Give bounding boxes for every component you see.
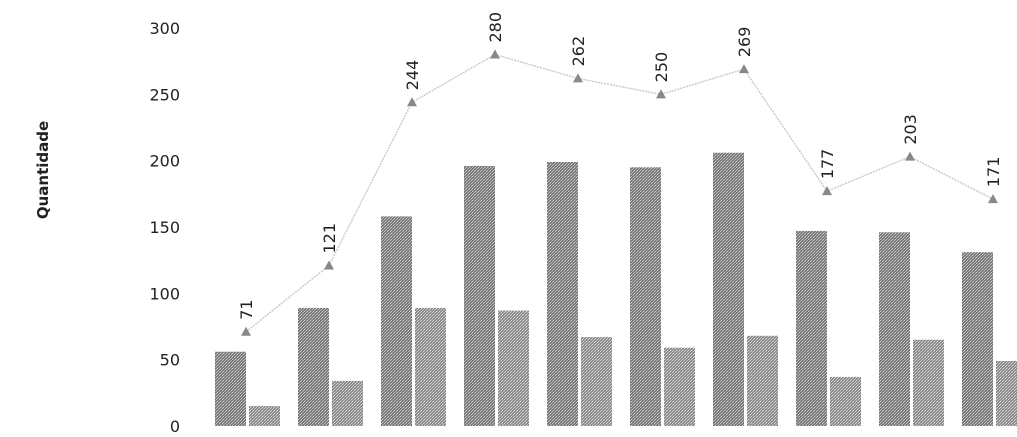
bar-series-2 bbox=[415, 307, 446, 426]
data-labels: 71 121 244 280 262 250 269 177 203 171 bbox=[237, 12, 1003, 320]
y-axis-ticks: 0 50 100 150 200 250 300 bbox=[149, 19, 180, 436]
bar-series-1 bbox=[796, 230, 827, 426]
data-label: 121 bbox=[320, 223, 339, 254]
series-line bbox=[241, 49, 998, 336]
bar-series-1 bbox=[381, 216, 412, 426]
line-marker bbox=[573, 73, 583, 83]
bar-series-1 bbox=[879, 232, 910, 426]
data-label: 244 bbox=[403, 60, 422, 91]
bar-series-2 bbox=[747, 335, 778, 426]
bar-series-2 bbox=[913, 339, 944, 426]
bar-series-1 bbox=[464, 165, 495, 426]
bar-series-1 bbox=[962, 252, 993, 426]
bar-series-2 bbox=[581, 337, 612, 426]
line-marker bbox=[407, 97, 417, 107]
line-marker bbox=[822, 186, 832, 196]
y-tick-label: 50 bbox=[160, 351, 180, 370]
data-label: 177 bbox=[818, 149, 837, 180]
bar-series-1 bbox=[215, 351, 246, 426]
data-label: 203 bbox=[901, 114, 920, 145]
bar-series-1 bbox=[298, 307, 329, 426]
line-marker bbox=[324, 260, 334, 270]
y-tick-label: 0 bbox=[170, 417, 180, 436]
line-marker bbox=[905, 151, 915, 161]
bar-series-2 bbox=[498, 310, 529, 426]
bar-series-1 bbox=[630, 167, 661, 427]
y-tick-label: 250 bbox=[149, 85, 180, 104]
y-tick-label: 150 bbox=[149, 218, 180, 237]
bar-series-1 bbox=[713, 152, 744, 426]
bar-series-2 bbox=[332, 380, 363, 426]
data-label: 250 bbox=[652, 52, 671, 83]
data-label: 262 bbox=[569, 36, 588, 67]
bar-series-1 bbox=[547, 161, 578, 426]
line-path bbox=[245, 53, 994, 333]
data-label: 171 bbox=[984, 157, 1003, 188]
y-tick-label: 300 bbox=[149, 19, 180, 38]
data-label: 280 bbox=[486, 12, 505, 43]
bar-series-2 bbox=[996, 360, 1017, 426]
y-tick-label: 200 bbox=[149, 152, 180, 171]
line-marker bbox=[988, 194, 998, 204]
data-label: 269 bbox=[735, 27, 754, 58]
line-marker bbox=[739, 64, 749, 74]
line-marker bbox=[490, 49, 500, 59]
bar-series-2 bbox=[664, 347, 695, 426]
line-marker bbox=[656, 89, 666, 99]
bars bbox=[215, 152, 1017, 427]
data-label: 71 bbox=[237, 299, 256, 319]
line-marker bbox=[241, 326, 251, 336]
bar-series-2 bbox=[249, 406, 280, 426]
y-axis-title: Quantidade bbox=[34, 121, 52, 219]
y-tick-label: 100 bbox=[149, 284, 180, 303]
bar-series-2 bbox=[830, 376, 861, 426]
